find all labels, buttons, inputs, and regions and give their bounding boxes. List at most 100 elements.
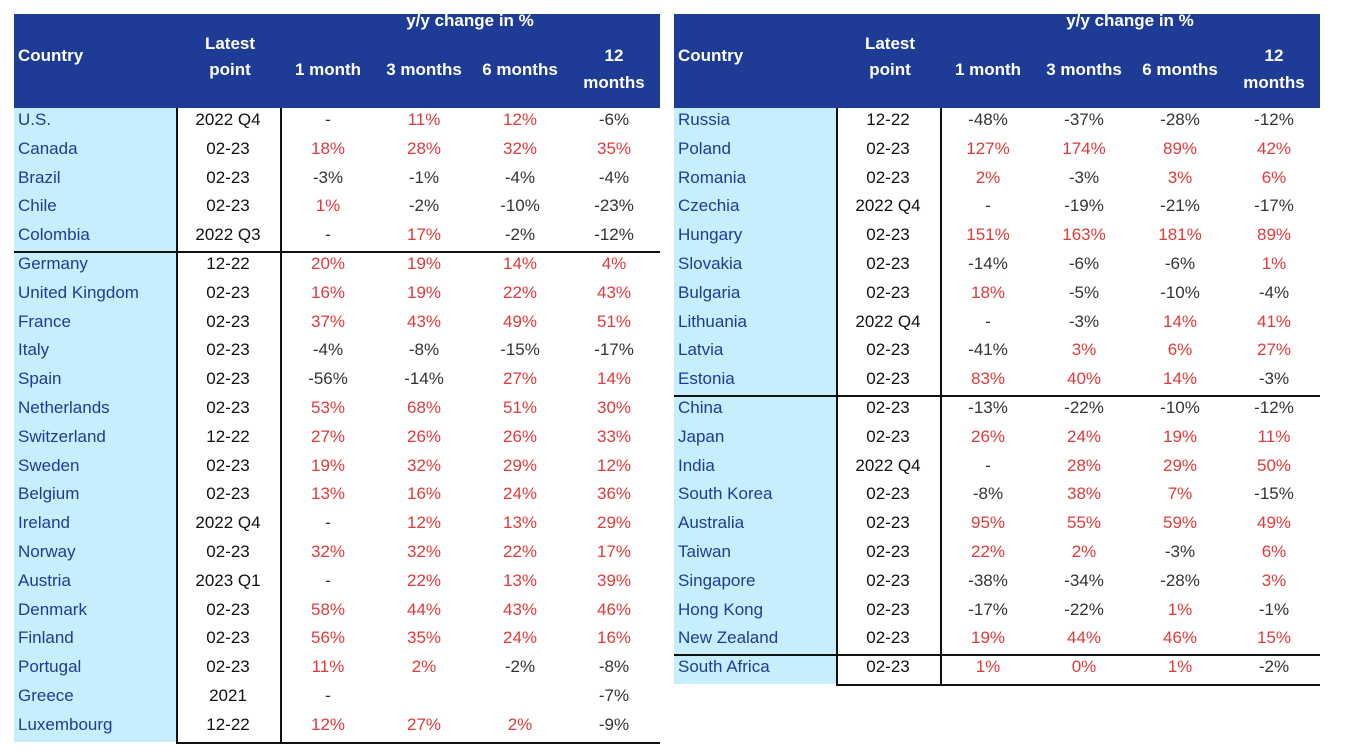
change-1-month-cell: - <box>985 455 991 475</box>
table-row: Taiwan 02-23 22% 2% -3% 6% <box>674 539 1320 569</box>
country-cell: Taiwan <box>674 539 836 569</box>
change-3-months-cell: 19% <box>406 253 442 273</box>
change-6-months-cell <box>472 684 568 713</box>
change-1-month-cell: 16% <box>310 282 346 302</box>
table-row: Spain 02-23 -56% -14% 27% 14% <box>14 367 660 396</box>
change-3-months-cell: -19% <box>1064 196 1104 216</box>
latest-point-cell: 2022 Q4 <box>195 110 261 129</box>
latest-point-cell: 02-23 <box>206 599 250 619</box>
change-12-months-cell: 4% <box>601 253 627 273</box>
table-row: Colombia 2022 Q3 - 17% -2% -12% <box>14 223 660 252</box>
country-cell: Netherlands <box>14 395 176 425</box>
country-cell: Italy <box>14 338 176 368</box>
change-3-months-cell: 35% <box>406 628 442 648</box>
table-row: South Africa 02-23 1% 0% 1% -2% <box>674 655 1320 684</box>
change-1-month-cell: 22% <box>970 541 1006 561</box>
country-cell: Belgium <box>14 482 176 512</box>
latest-point-cell: 02-23 <box>206 397 250 417</box>
latest-point-cell: 02-23 <box>866 225 910 245</box>
change-12-months-cell: 27% <box>1256 340 1292 360</box>
table-row: Chile 02-23 1% -2% -10% -23% <box>14 194 660 224</box>
country-cell: Singapore <box>674 568 836 598</box>
change-6-months-cell: -2% <box>504 225 536 245</box>
change-6-months-cell: 1% <box>1167 599 1193 619</box>
change-12-months-cell: -1% <box>1258 599 1290 619</box>
change-6-months-cell: 46% <box>1162 628 1198 648</box>
country-cell: Bulgaria <box>674 280 836 310</box>
change-1-month-cell: -13% <box>968 397 1008 417</box>
header-group: y/y change in % <box>1066 11 1194 30</box>
change-3-months-cell: 44% <box>406 599 442 619</box>
country-cell: Czechia <box>674 194 836 224</box>
header-12-months: 12 months <box>568 42 660 96</box>
change-1-month-cell: 26% <box>970 426 1006 446</box>
change-12-months-cell: -8% <box>598 657 630 677</box>
table-bottom-border <box>176 741 660 744</box>
country-cell: Greece <box>14 683 176 713</box>
change-3-months-cell: -14% <box>404 369 444 389</box>
country-cell: Chile <box>14 194 176 224</box>
latest-point-cell: 12-22 <box>206 426 250 446</box>
change-6-months-cell: 89% <box>1162 138 1198 158</box>
table-row: Estonia 02-23 83% 40% 14% -3% <box>674 367 1320 396</box>
header-6-months: 6 months <box>1142 60 1218 79</box>
country-cell: Luxembourg <box>14 712 176 742</box>
change-12-months-cell: 42% <box>1256 138 1292 158</box>
change-12-months-cell: -3% <box>1258 369 1290 389</box>
table-row: Belgium 02-23 13% 16% 24% 36% <box>14 482 660 512</box>
table-row: Brazil 02-23 -3% -1% -4% -4% <box>14 165 660 195</box>
country-cell: Colombia <box>14 223 176 252</box>
change-3-months-cell: -1% <box>408 167 440 187</box>
change-6-months-cell: 19% <box>1162 426 1198 446</box>
change-3-months-cell: 2% <box>411 657 437 677</box>
table-row: China 02-23 -13% -22% -10% -12% <box>674 395 1320 425</box>
change-3-months-cell: -2% <box>408 196 440 216</box>
group-divider <box>674 395 1320 397</box>
change-1-month-cell: 1% <box>315 196 341 216</box>
change-6-months-cell: 24% <box>502 484 538 504</box>
change-3-months-cell: 16% <box>406 484 442 504</box>
header-12-line2: months <box>583 73 645 92</box>
change-1-month-cell: 20% <box>310 253 346 273</box>
change-1-month-cell: 11% <box>311 657 345 677</box>
change-3-months-cell: 38% <box>1066 484 1102 504</box>
header-group: y/y change in % <box>406 11 534 30</box>
table-row: Portugal 02-23 11% 2% -2% -8% <box>14 655 660 684</box>
column-divider <box>280 108 282 742</box>
country-cell: Canada <box>14 136 176 166</box>
table-row: Denmark 02-23 58% 44% 43% 46% <box>14 597 660 627</box>
change-6-months-cell: 13% <box>502 570 538 590</box>
change-12-months-cell: 29% <box>596 513 632 533</box>
change-12-months-cell: -17% <box>1254 196 1294 216</box>
header-latest-line2: point <box>869 60 911 79</box>
change-6-months-cell: 29% <box>1162 455 1198 475</box>
country-cell: U.S. <box>14 108 176 137</box>
country-cell: Switzerland <box>14 424 176 454</box>
latest-point-cell: 12-22 <box>206 714 250 734</box>
table-row: U.S. 2022 Q4 - 11% 12% -6% <box>14 108 660 137</box>
header-3-months: 3 months <box>386 60 462 79</box>
change-6-months-cell: -10% <box>1160 397 1200 417</box>
change-12-months-cell: -15% <box>1254 484 1294 504</box>
change-12-months-cell: 17% <box>596 541 632 561</box>
change-1-month-cell: 12% <box>310 714 346 734</box>
change-6-months-cell: 14% <box>502 253 538 273</box>
change-6-months-cell: 59% <box>1162 513 1198 533</box>
table-row: Hong Kong 02-23 -17% -22% 1% -1% <box>674 597 1320 627</box>
change-1-month-cell: 37% <box>310 311 346 331</box>
latest-point-cell: 02-23 <box>866 397 910 417</box>
change-1-month-cell: 18% <box>310 138 346 158</box>
change-1-month-cell: - <box>325 513 331 533</box>
latest-point-cell: 2022 Q4 <box>195 513 261 533</box>
country-cell: Ireland <box>14 511 176 540</box>
change-6-months-cell: 29% <box>502 455 538 475</box>
table-row: Bulgaria 02-23 18% -5% -10% -4% <box>674 280 1320 310</box>
change-1-month-cell: -4% <box>312 340 344 360</box>
change-12-months-cell: 6% <box>1261 541 1287 561</box>
change-3-months-cell: 55% <box>1066 513 1102 533</box>
latest-point-cell: 02-23 <box>206 138 250 158</box>
table-row: Czechia 2022 Q4 - -19% -21% -17% <box>674 194 1320 224</box>
table-body: Russia 12-22 -48% -37% -28% -12% Poland 02-23 12… <box>674 108 1320 684</box>
change-6-months-cell: 32% <box>502 138 538 158</box>
latest-point-cell: 02-23 <box>206 340 250 360</box>
